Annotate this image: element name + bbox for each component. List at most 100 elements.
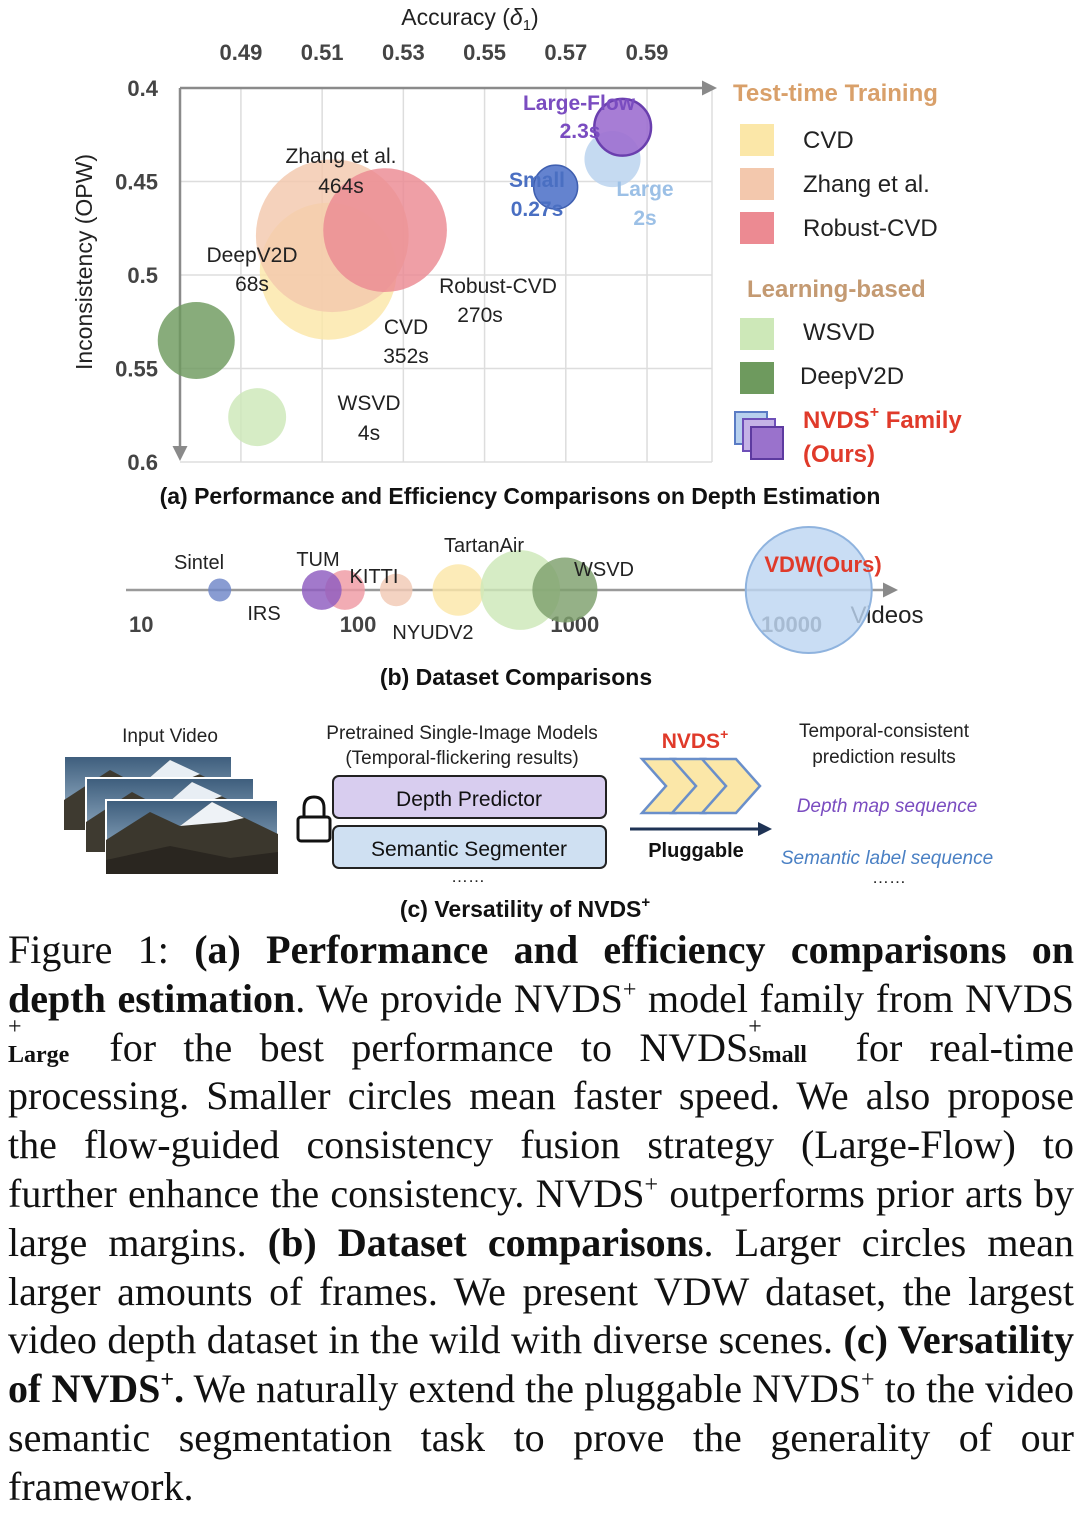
dataset-bubble-vdw-ours: [744, 526, 873, 654]
dataset-bubble-nyudv2: [432, 564, 485, 616]
depth-predictor-label: Depth Predictor: [396, 788, 542, 811]
caption-a-heading: (a) Performance and efficiency compariso…: [8, 927, 1074, 1021]
legend-group-learning: Learning-based: [747, 276, 926, 303]
label-robust: Robust-CVD: [439, 275, 557, 298]
panel-a-title: (a) Performance and Efficiency Compariso…: [160, 483, 881, 509]
time-deepv2d: 68s: [235, 273, 269, 296]
bubble-large-flow: [593, 97, 653, 157]
y-tick-label: 0.4: [127, 76, 158, 101]
label-wsvd: WSVD: [338, 392, 401, 415]
legend-swatch-zhang: [740, 168, 774, 200]
caption-subsup-small: + Small: [748, 1013, 807, 1068]
label-deepv2d: DeepV2D: [206, 244, 297, 267]
panel-c: Input Video Pretrained Single-: [63, 721, 993, 922]
x-tick-label: 0.57: [544, 40, 587, 65]
legend-label-nvds: NVDS+ Family: [803, 404, 962, 434]
label-small: Small: [509, 169, 565, 192]
caption-text: for the best performance to NVDS: [82, 1024, 749, 1070]
caption-text: model family from NVDS: [636, 975, 1074, 1021]
caption-c-heading: (c) Versatility of NVDS+.: [8, 1317, 1074, 1412]
nvds-chevrons-icon: [639, 757, 762, 815]
legend-label-robust: Robust-CVD: [803, 215, 938, 242]
legend-nvds-family-icon: [734, 411, 784, 460]
nvds-module-label: NVDS+: [662, 726, 729, 753]
caption-text: outperforms prior arts by large margins.: [8, 1170, 1075, 1265]
caption-sup: +: [644, 1171, 659, 1198]
y-tick-label: 0.5: [127, 263, 158, 288]
y-axis-title: Inconsistency (OPW): [71, 154, 97, 370]
y-tick-label: 0.45: [115, 170, 158, 195]
dataset-bubbles: [208, 526, 873, 654]
caption-b-heading: (b) Dataset comparisons: [267, 1219, 704, 1265]
models-ellipsis: ……: [451, 867, 485, 886]
figure-caption: Figure 1: (a) Performance and efficiency…: [8, 926, 1074, 1512]
caption-text: to the video semantic segmentation task …: [8, 1366, 1074, 1509]
legend-label-deepv2d: DeepV2D: [800, 363, 904, 390]
result-title-line1: Temporal-consistent: [799, 721, 970, 742]
semantic-segmenter-box: [332, 825, 607, 869]
caption-sup: +: [861, 1367, 875, 1394]
semantic-segmenter-label: Semantic Segmenter: [371, 838, 567, 861]
x-tick-label: 0.51: [301, 40, 344, 65]
dataset-label-vdw: VDW(Ours): [764, 552, 881, 577]
videos-tick-label: 100: [340, 612, 377, 637]
x-tick-label: 0.59: [626, 40, 669, 65]
pluggable-arrowhead: [758, 822, 772, 836]
label-large: Large: [616, 178, 673, 201]
pluggable-label: Pluggable: [648, 840, 744, 862]
pretrained-title-line1: Pretrained Single-Image Models: [326, 723, 597, 744]
caption-text: . Larger circles mean larger amounts of …: [8, 1219, 1074, 1363]
legend: Test-time Training CVD Zhang et al. Robu…: [733, 80, 962, 468]
dataset-bubble-kitti: [379, 573, 413, 607]
panel-b: 10100100010000 Videos Sintel IRS TUM KIT…: [126, 526, 923, 690]
legend-swatch-wsvd: [740, 318, 774, 350]
legend-group-test-time: Test-time Training: [733, 80, 938, 107]
dataset-label-kitti: KITTI: [350, 566, 399, 588]
videos-tick-label: 10: [129, 612, 153, 637]
bubbles: [157, 97, 653, 447]
label-large-flow: Large-Flow: [523, 92, 636, 115]
legend-label-cvd: CVD: [803, 127, 854, 154]
dataset-label-sintel: Sintel: [174, 552, 224, 574]
x-axis-title: Accuracy (δ1): [401, 4, 538, 34]
x-tick-label: 0.55: [463, 40, 506, 65]
grid: [180, 87, 713, 463]
label-cvd: CVD: [384, 316, 428, 339]
results-ellipsis: ……: [872, 868, 906, 887]
semantic-label-sequence: Semantic label sequence: [781, 848, 993, 869]
bubble-deepv2d: [157, 301, 235, 379]
dataset-label-wsvd: WSVD: [574, 559, 634, 581]
legend-swatch-cvd: [740, 124, 774, 156]
panel-b-title: (b) Dataset Comparisons: [380, 664, 652, 690]
y-tick-labels: 0.4 0.45 0.5 0.55 0.6: [115, 76, 159, 475]
caption-text: We naturally extend the pluggable NVDS: [184, 1366, 862, 1412]
y-tick-label: 0.6: [127, 450, 158, 475]
dataset-label-nyudv2: NYUDV2: [392, 622, 473, 644]
input-video-label: Input Video: [122, 726, 218, 747]
time-large: 2s: [633, 207, 656, 230]
dataset-bubble-wsvd: [532, 557, 598, 623]
pretrained-title-line2: (Temporal-flickering results): [345, 748, 578, 769]
panel-a: Accuracy (δ1) 0.49 0.51 0.53 0.55 0.57 0.59 0…: [71, 4, 962, 509]
caption-sup: +: [622, 976, 637, 1003]
time-large-flow: 2.3s: [560, 120, 601, 143]
lock-icon: [296, 795, 332, 843]
legend-label-zhang: Zhang et al.: [803, 171, 930, 198]
legend-label-wsvd: WSVD: [803, 319, 875, 346]
video-frame-3: [105, 799, 279, 875]
dataset-bubble-irs: [301, 570, 342, 610]
dataset-bubble-sintel: [208, 578, 232, 602]
dataset-label-tartanair: TartanAir: [444, 535, 524, 557]
bubble-wsvd: [228, 388, 287, 447]
bubble-robust-cvd: [323, 168, 447, 292]
depth-map-sequence: Depth map sequence: [797, 796, 978, 817]
x-tick-label: 0.49: [220, 40, 263, 65]
caption-fig-label: Figure 1:: [8, 927, 169, 972]
dataset-label-tum: TUM: [296, 549, 339, 571]
dataset-label-irs: IRS: [247, 603, 280, 625]
caption-text: . We provide NVDS: [295, 975, 623, 1021]
time-robust: 270s: [457, 304, 503, 327]
time-small: 0.27s: [511, 198, 564, 221]
input-video-frames: [63, 755, 279, 875]
bubble-small: [532, 164, 579, 210]
